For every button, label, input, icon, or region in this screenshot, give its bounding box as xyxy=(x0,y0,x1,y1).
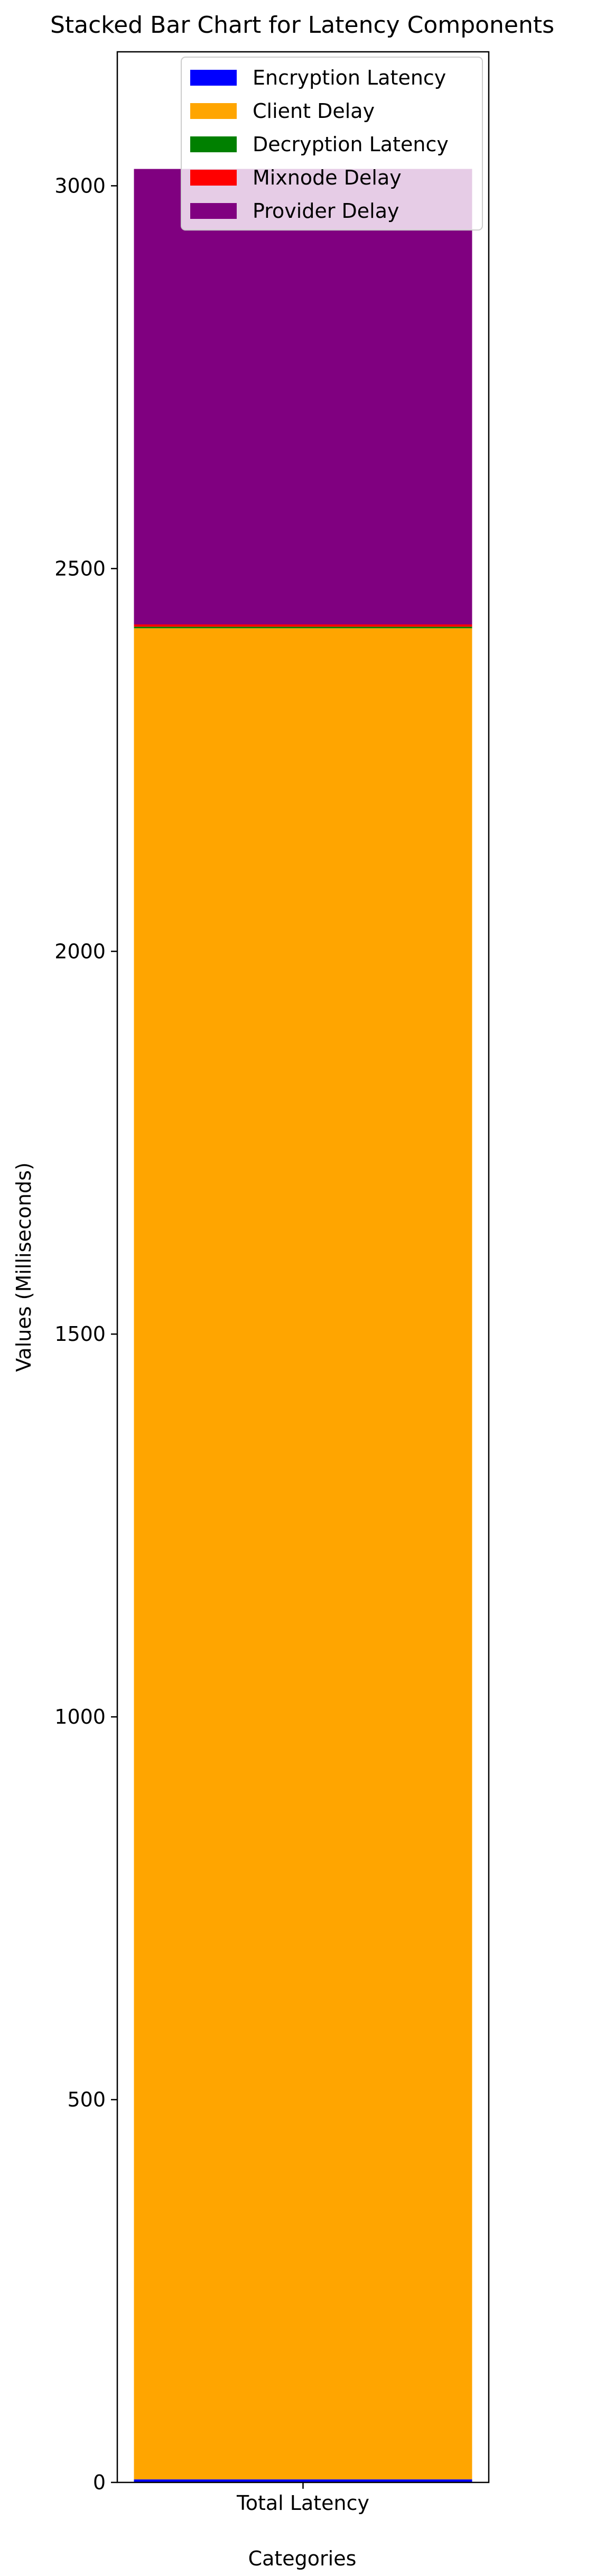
x-tick-label: Total Latency xyxy=(236,2491,369,2515)
legend-label-client-delay: Client Delay xyxy=(253,99,375,123)
y-tick-label: 1000 xyxy=(54,1705,106,1728)
legend-label-mixnode-delay: Mixnode Delay xyxy=(253,166,402,189)
y-tick-label: 0 xyxy=(93,2471,106,2494)
legend-swatch-client-delay xyxy=(190,103,237,119)
bars-layer xyxy=(134,169,472,2482)
legend: Encryption Latency Client Delay Decryption… xyxy=(181,57,483,231)
y-tick-label: 500 xyxy=(67,2088,106,2111)
bar-segment-decryption-latency xyxy=(134,627,472,629)
y-tick-label: 2000 xyxy=(54,940,106,963)
bar-segment-mixnode-delay xyxy=(134,624,472,627)
axes-layer: 0 500 1000 1500 2000 2500 3000 Total Latency xyxy=(54,174,369,2515)
legend-label-encryption-latency: Encryption Latency xyxy=(253,66,446,89)
bar-segment-provider-delay xyxy=(134,169,472,625)
y-tick-label: 2500 xyxy=(54,557,106,580)
y-tick-label: 3000 xyxy=(54,174,106,197)
y-tick-label: 1500 xyxy=(54,1322,106,1346)
plot-frame xyxy=(116,51,490,2483)
bar-segment-client-delay xyxy=(134,628,472,2480)
legend-box xyxy=(181,57,483,231)
legend-swatch-provider-delay xyxy=(190,203,237,219)
y-axis-label: Values (Milliseconds) xyxy=(12,1162,35,1372)
legend-swatch-mixnode-delay xyxy=(190,170,237,186)
legend-label-provider-delay: Provider Delay xyxy=(253,199,399,223)
legend-swatch-encryption-latency xyxy=(190,70,237,86)
x-axis-label: Categories xyxy=(248,2547,357,2570)
chart-title: Stacked Bar Chart for Latency Components xyxy=(50,12,554,39)
bar-segment-encryption-latency xyxy=(134,2479,472,2482)
legend-label-decryption-latency: Decryption Latency xyxy=(253,133,449,156)
legend-swatch-decryption-latency xyxy=(190,136,237,152)
